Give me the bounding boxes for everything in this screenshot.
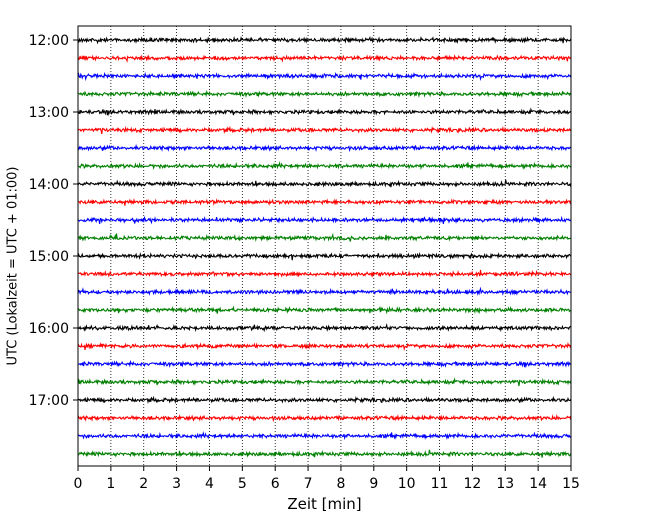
seismogram-trace [77,377,572,387]
y-tick-label: 14:00 [29,177,69,193]
x-tick-label: 13 [496,476,514,492]
seismogram-trace [77,198,572,206]
seismogram-trace [77,215,572,225]
seismogram-trace [77,107,572,117]
x-tick-label: 3 [172,476,181,492]
y-tick-label: 13:00 [29,105,69,121]
y-tick-label: 17:00 [29,393,69,409]
vertical-grid [110,26,539,466]
x-tick-label: 14 [529,476,547,492]
x-tick-label: 5 [238,476,247,492]
x-tick-label: 15 [562,476,580,492]
seismogram-trace [77,286,571,296]
x-tick-label: 12 [463,476,481,492]
y-tick-label: 16:00 [29,321,69,337]
x-tick-label: 10 [398,476,416,492]
seismogram-traces [77,35,572,458]
plot-frame [77,25,572,467]
seismogram-trace [77,89,572,99]
seismogram-trace [77,35,572,45]
seismogram-trace [77,431,572,441]
x-tick-label: 1 [106,476,115,492]
seismogram-trace [77,414,572,423]
seismogram-trace [77,269,572,278]
y-tick-label: 12:00 [29,33,69,49]
x-tick-label: 7 [304,476,313,492]
seismogram-trace [77,305,572,315]
x-tick-label: 11 [431,476,449,492]
seismogram-trace [77,322,572,333]
seismogram-trace [77,125,572,135]
x-tick-label: 6 [271,476,280,492]
y-tick-label: 15:00 [29,249,69,265]
seismogram-trace [77,71,572,82]
y-axis-label: UTC (Lokalzeit = UTC + 01:00) [6,167,21,366]
y-axis-ticks: 12:00 13:00 14:00 15:00 16:00 17:00 [29,33,78,409]
x-tick-label: 9 [369,476,378,492]
x-tick-label: 4 [205,476,214,492]
x-axis-label: Zeit [min] [287,495,361,513]
seismogram-trace [78,359,572,369]
seismogram-trace [77,232,572,242]
x-tick-label: 0 [74,476,83,492]
x-axis-ticks: 0 1 2 3 4 5 6 7 8 9 10 11 12 13 14 15 [74,466,580,492]
seismogram-trace [77,252,572,261]
x-tick-label: 2 [139,476,148,492]
seismogram-trace [77,161,572,171]
seismogram-trace [77,395,572,404]
seismogram-trace [77,54,572,63]
x-tick-label: 8 [336,476,345,492]
seismogram-trace [77,342,572,351]
seismogram-trace [77,179,572,188]
seismogram-trace [77,449,572,458]
seismogram-trace [77,143,572,153]
